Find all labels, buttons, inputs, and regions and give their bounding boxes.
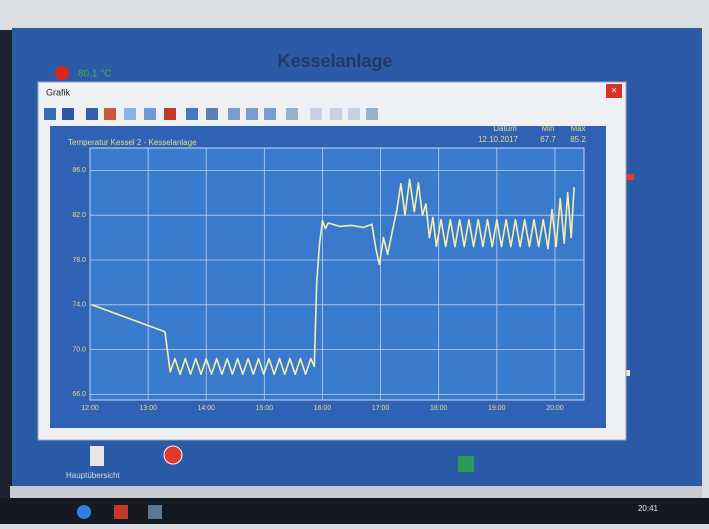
x-tick-label: 18:00 xyxy=(430,405,448,412)
indicator xyxy=(622,174,634,180)
plot: 66.0 70.0 74.0 78.0 82.0 86.0 12:00 13:00 14:00 1… xyxy=(72,148,584,412)
tool-button[interactable] xyxy=(264,108,276,120)
tool-button[interactable] xyxy=(164,108,176,120)
temperature: 80.1 °C xyxy=(78,69,111,80)
tool-button[interactable] xyxy=(124,108,136,120)
bezel xyxy=(0,30,12,500)
toolbar xyxy=(44,108,378,120)
x-tick-label: 19:00 xyxy=(488,405,506,412)
taskbar xyxy=(0,498,709,524)
home-label: Hauptübersicht xyxy=(66,471,121,480)
app-icon[interactable] xyxy=(148,505,162,519)
min: 67.7 xyxy=(540,135,556,144)
tool-button[interactable] xyxy=(366,108,378,120)
tool-button[interactable] xyxy=(228,108,240,120)
x-tick-label: 15:00 xyxy=(256,405,274,412)
date: 12.10.2017 xyxy=(478,135,519,144)
x-tick-label: 14:00 xyxy=(197,405,215,412)
home-icon[interactable] xyxy=(90,446,104,466)
tool-button[interactable] xyxy=(286,108,298,120)
app-icon[interactable] xyxy=(114,505,128,519)
y-tick-label: 66.0 xyxy=(72,391,86,398)
logo xyxy=(55,66,69,80)
close-icon: × xyxy=(611,86,617,97)
tool-button[interactable] xyxy=(104,108,116,120)
y-tick-label: 70.0 xyxy=(72,346,86,353)
x-tick-label: 16:00 xyxy=(314,405,332,412)
tool-button[interactable] xyxy=(310,108,322,120)
x-tick-label: 20:00 xyxy=(546,405,564,412)
data-line xyxy=(91,178,575,375)
stop-button[interactable] xyxy=(163,445,183,465)
min-label: Min xyxy=(542,124,555,133)
max: 85.2 xyxy=(570,135,586,144)
y-tick-label: 82.0 xyxy=(72,212,86,219)
tool-button[interactable] xyxy=(62,108,74,120)
y-tick-label: 74.0 xyxy=(72,302,86,309)
tool-button[interactable] xyxy=(44,108,56,120)
plot-area xyxy=(89,147,585,401)
tool-button[interactable] xyxy=(330,108,342,120)
chart-title: Temperatur Kessel 2 - Kesselanlage xyxy=(68,138,197,147)
dialog-title: Grafik xyxy=(46,87,71,97)
status-icon xyxy=(458,456,474,472)
x-tick-label: 17:00 xyxy=(372,405,390,412)
max-label: Max xyxy=(570,124,585,133)
y-tick-label: 86.0 xyxy=(72,167,86,174)
tool-button[interactable] xyxy=(144,108,156,120)
tool-button[interactable] xyxy=(86,108,98,120)
date-label: Datum xyxy=(493,124,517,133)
x-tick-label: 12:00 xyxy=(81,405,99,412)
clock: 20:41 xyxy=(638,504,659,513)
tool-button[interactable] xyxy=(206,108,218,120)
y-tick-label: 78.0 xyxy=(72,257,86,264)
tool-button[interactable] xyxy=(348,108,360,120)
tool-button[interactable] xyxy=(246,108,258,120)
app-title: Kesselanlage xyxy=(277,51,392,71)
close-button[interactable] xyxy=(606,84,622,98)
status-bar xyxy=(10,486,702,498)
tool-button[interactable] xyxy=(186,108,198,120)
browser-icon[interactable] xyxy=(77,505,91,519)
x-tick-label: 13:00 xyxy=(139,405,157,412)
